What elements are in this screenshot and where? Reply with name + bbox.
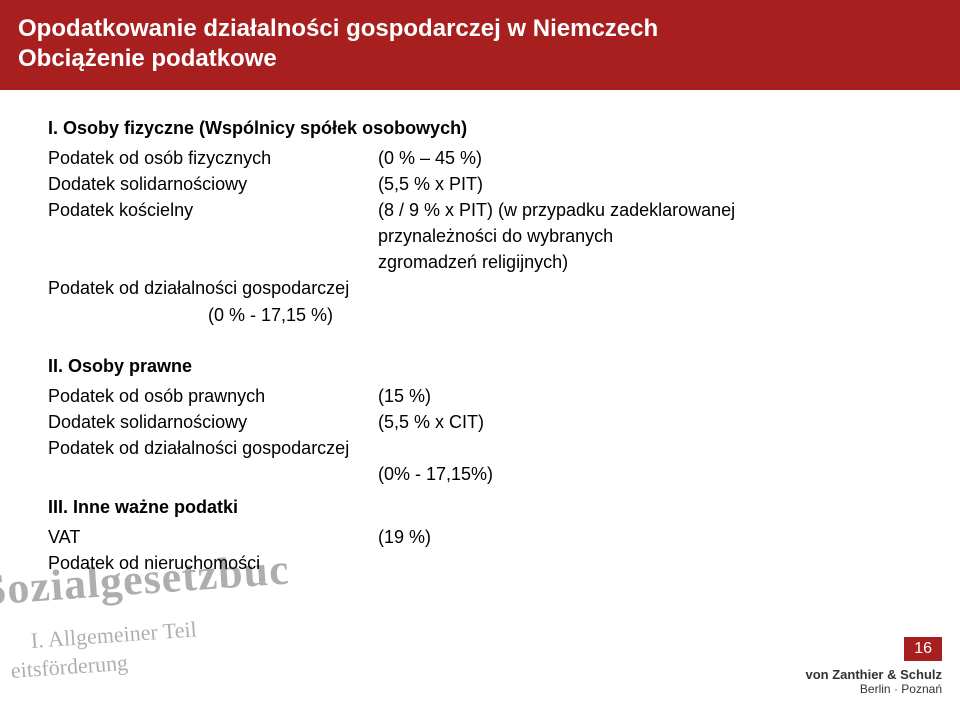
section2-trade: Podatek od działalności gospodarczej: [48, 435, 912, 461]
row-label: Dodatek solidarnościowy: [48, 409, 378, 435]
section1-row: Podatek kościelny (8 / 9 % x PIT) (w prz…: [48, 197, 912, 223]
section1-row: Podatek od osób fizycznych (0 % – 45 %): [48, 145, 912, 171]
footer-firm: von Zanthier & Schulz: [805, 667, 942, 682]
row-value: (0% - 17,15%): [378, 461, 912, 487]
section1-title: I. Osoby fizyczne (Wspólnicy spółek osob…: [48, 118, 912, 139]
row-value: (8 / 9 % x PIT) (w przypadku zadeklarowa…: [378, 197, 912, 223]
row-value: (5,5 % x CIT): [378, 409, 912, 435]
slide-header: Opodatkowanie działalności gospodarczej …: [0, 0, 960, 90]
slide-content: I. Osoby fizyczne (Wspólnicy spółek osob…: [0, 90, 960, 596]
row-label: Podatek od osób prawnych: [48, 383, 378, 409]
row-value: (5,5 % x PIT): [378, 171, 912, 197]
bg-text-line2: I. Allgemeiner Teil: [30, 616, 197, 654]
footer-city1: Berlin: [860, 682, 891, 696]
section3-title: III. Inne ważne podatki: [48, 497, 912, 518]
page-number: 16: [904, 637, 942, 661]
section1-cont2: zgromadzeń religijnych): [378, 249, 912, 275]
section1-row: Dodatek solidarnościowy (5,5 % x PIT): [48, 171, 912, 197]
row-value: (0 % - 17,15 %): [208, 302, 912, 328]
row-label: VAT: [48, 524, 378, 550]
section2-row: Podatek od osób prawnych (15 %): [48, 383, 912, 409]
row-label: Dodatek solidarnościowy: [48, 171, 378, 197]
section2-row: Dodatek solidarnościowy (5,5 % x CIT): [48, 409, 912, 435]
section1-cont1: przynależności do wybranych: [378, 223, 912, 249]
footer-cities: Berlin · Poznań: [805, 682, 942, 696]
section2-trade-val: (0% - 17,15%): [48, 461, 912, 487]
row-label: Podatek kościelny: [48, 197, 378, 223]
footer-city2: Poznań: [901, 682, 942, 696]
section1-trade-val: (0 % - 17,15 %): [48, 302, 912, 328]
row-value: (15 %): [378, 383, 912, 409]
row-value: [378, 550, 912, 576]
section3-row: VAT (19 %): [48, 524, 912, 550]
header-line1: Opodatkowanie działalności gospodarczej …: [18, 15, 658, 42]
footer-block: 16 von Zanthier & Schulz Berlin · Poznań: [805, 637, 942, 696]
section2-title: II. Osoby prawne: [48, 356, 912, 377]
header-line2: Obciążenie podatkowe: [18, 45, 277, 72]
bg-text-line3: eitsförderung: [10, 650, 129, 684]
row-value: (19 %): [378, 524, 912, 550]
header-title: Opodatkowanie działalności gospodarczej …: [18, 14, 942, 74]
section1-trade: Podatek od działalności gospodarczej: [48, 275, 912, 301]
row-value: (0 % – 45 %): [378, 145, 912, 171]
row-label: Podatek od działalności gospodarczej: [48, 275, 349, 301]
row-label: Podatek od nieruchomości: [48, 550, 378, 576]
row-label: Podatek od działalności gospodarczej: [48, 435, 349, 461]
row-label: Podatek od osób fizycznych: [48, 145, 378, 171]
section3-row: Podatek od nieruchomości: [48, 550, 912, 576]
